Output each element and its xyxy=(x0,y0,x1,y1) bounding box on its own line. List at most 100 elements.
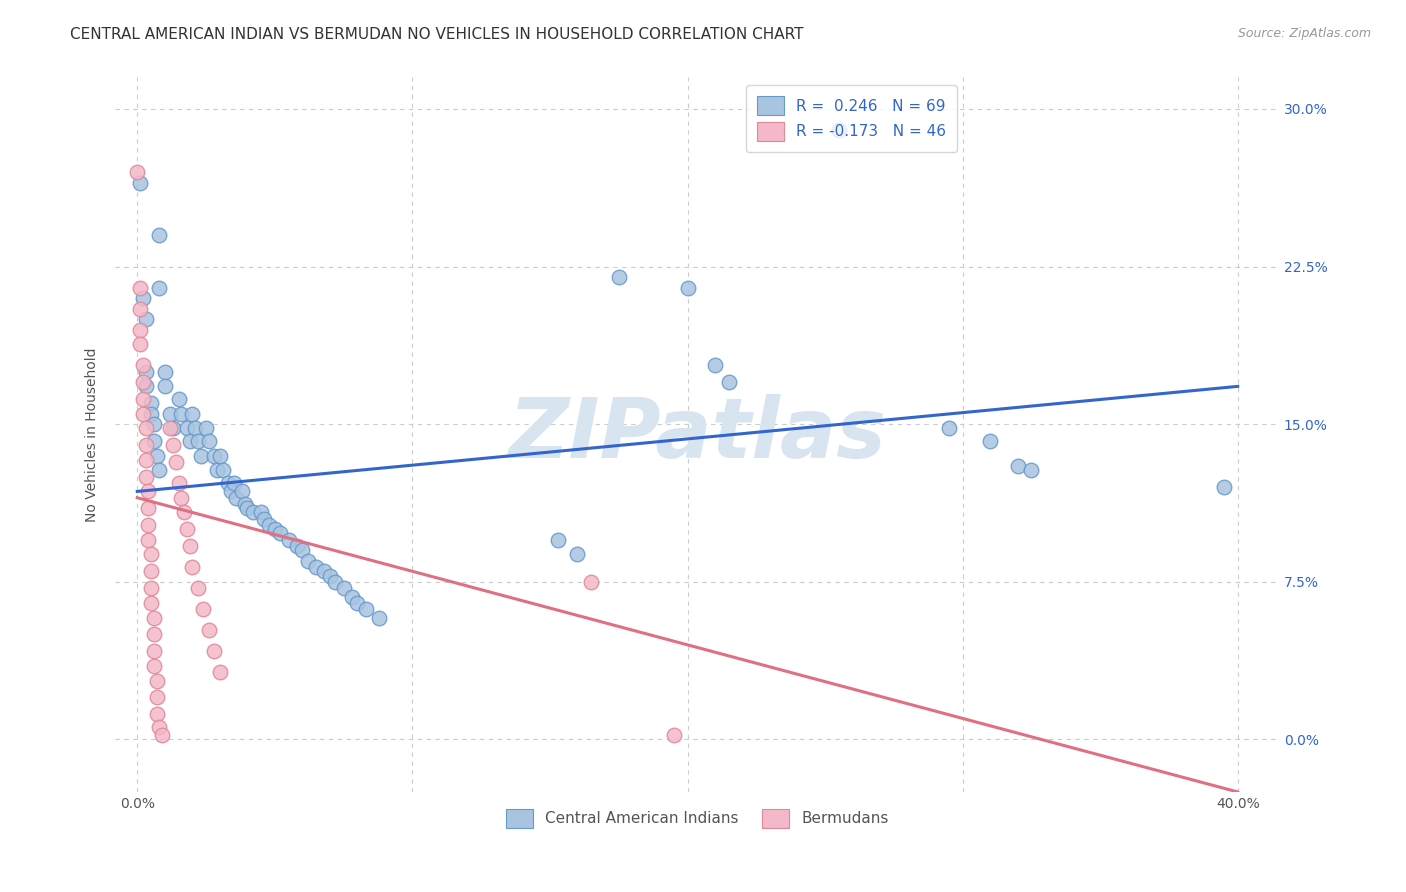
Point xyxy=(148,463,170,477)
Point xyxy=(938,421,960,435)
Point xyxy=(662,728,685,742)
Point xyxy=(139,396,162,410)
Point xyxy=(181,407,204,421)
Point xyxy=(150,728,173,742)
Point xyxy=(1007,459,1029,474)
Point xyxy=(202,449,225,463)
Point xyxy=(139,548,162,562)
Point xyxy=(225,491,247,505)
Point xyxy=(567,548,589,562)
Point xyxy=(704,359,727,373)
Point xyxy=(139,407,162,421)
Point xyxy=(676,280,699,294)
Point xyxy=(127,165,149,179)
Point xyxy=(202,644,225,658)
Point xyxy=(187,434,209,448)
Point xyxy=(217,476,239,491)
Point xyxy=(145,707,167,722)
Point xyxy=(253,512,276,526)
Text: ZIPatlas: ZIPatlas xyxy=(508,394,886,475)
Point xyxy=(142,644,165,658)
Point xyxy=(579,574,602,589)
Point xyxy=(170,407,193,421)
Point xyxy=(1213,480,1236,494)
Point xyxy=(187,581,209,595)
Point xyxy=(547,533,569,547)
Point xyxy=(135,379,157,393)
Point xyxy=(145,690,167,705)
Point xyxy=(325,574,347,589)
Point xyxy=(305,560,328,574)
Point xyxy=(148,720,170,734)
Point xyxy=(139,596,162,610)
Point xyxy=(979,434,1001,448)
Point xyxy=(159,407,181,421)
Point xyxy=(129,176,152,190)
Point xyxy=(319,568,342,582)
Legend: Central American Indians, Bermudans: Central American Indians, Bermudans xyxy=(499,803,894,834)
Point xyxy=(346,596,368,610)
Point xyxy=(176,522,198,536)
Point xyxy=(828,123,851,137)
Point xyxy=(145,449,167,463)
Point xyxy=(368,610,391,624)
Point xyxy=(607,270,630,285)
Point xyxy=(136,484,159,499)
Point xyxy=(173,506,195,520)
Point xyxy=(314,564,336,578)
Point xyxy=(176,421,198,435)
Point xyxy=(142,627,165,641)
Point xyxy=(184,421,207,435)
Point xyxy=(205,463,228,477)
Point xyxy=(332,581,354,595)
Point xyxy=(1021,463,1043,477)
Point xyxy=(231,484,253,499)
Point xyxy=(135,469,157,483)
Point xyxy=(135,421,157,435)
Point xyxy=(167,476,190,491)
Point xyxy=(142,658,165,673)
Point xyxy=(142,434,165,448)
Point xyxy=(193,602,215,616)
Point xyxy=(136,518,159,533)
Point xyxy=(165,455,187,469)
Point xyxy=(211,463,233,477)
Point xyxy=(129,280,152,294)
Text: CENTRAL AMERICAN INDIAN VS BERMUDAN NO VEHICLES IN HOUSEHOLD CORRELATION CHART: CENTRAL AMERICAN INDIAN VS BERMUDAN NO V… xyxy=(70,27,804,42)
Point xyxy=(233,497,256,511)
Point xyxy=(717,375,740,389)
Point xyxy=(139,581,162,595)
Point xyxy=(129,323,152,337)
Point xyxy=(263,522,285,536)
Point xyxy=(236,501,259,516)
Point xyxy=(162,421,184,435)
Point xyxy=(297,554,319,568)
Point xyxy=(162,438,184,452)
Point xyxy=(354,602,377,616)
Point xyxy=(132,392,155,406)
Point xyxy=(135,453,157,467)
Point xyxy=(142,610,165,624)
Point xyxy=(167,392,190,406)
Point xyxy=(277,533,299,547)
Point xyxy=(135,365,157,379)
Y-axis label: No Vehicles in Household: No Vehicles in Household xyxy=(86,348,100,522)
Point xyxy=(135,438,157,452)
Point xyxy=(170,491,193,505)
Point xyxy=(132,375,155,389)
Point xyxy=(132,291,155,305)
Point xyxy=(142,417,165,432)
Point xyxy=(153,379,176,393)
Point xyxy=(145,673,167,688)
Point xyxy=(198,623,221,637)
Point xyxy=(259,518,281,533)
Point xyxy=(136,501,159,516)
Text: Source: ZipAtlas.com: Source: ZipAtlas.com xyxy=(1237,27,1371,40)
Point xyxy=(198,434,221,448)
Point xyxy=(190,449,212,463)
Point xyxy=(291,543,314,558)
Point xyxy=(269,526,291,541)
Point xyxy=(148,280,170,294)
Point xyxy=(132,407,155,421)
Point xyxy=(179,539,201,553)
